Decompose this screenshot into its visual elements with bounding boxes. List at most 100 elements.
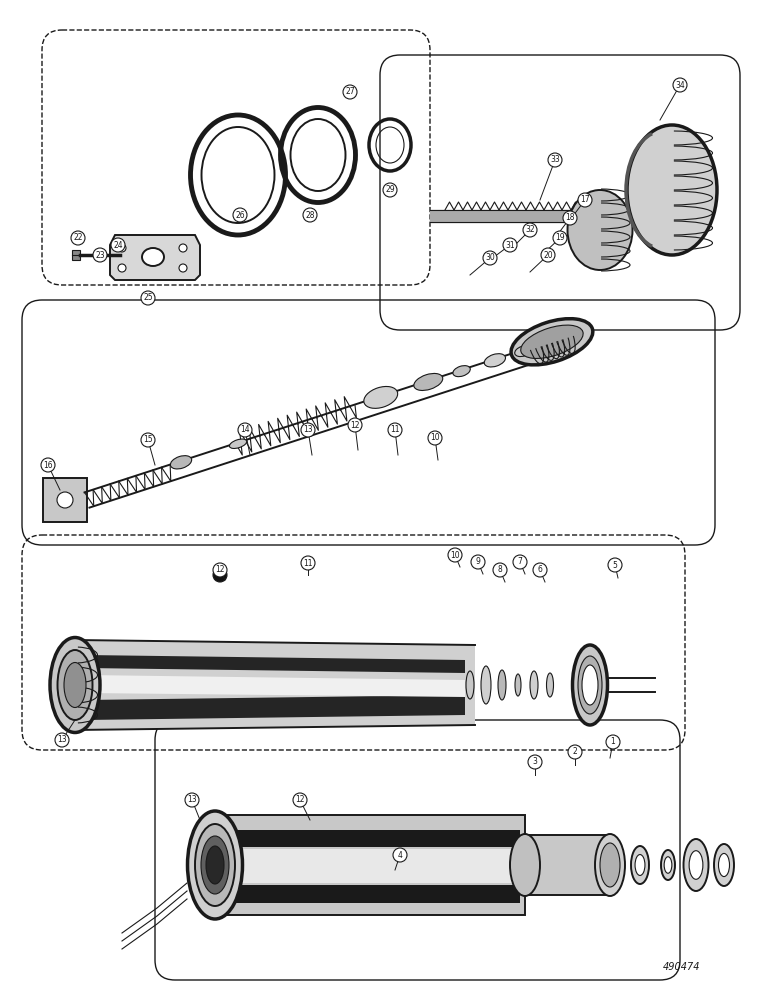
FancyBboxPatch shape — [43, 478, 87, 522]
Text: 25: 25 — [143, 294, 153, 302]
Circle shape — [513, 555, 527, 569]
Circle shape — [553, 231, 567, 245]
Polygon shape — [110, 235, 200, 280]
Polygon shape — [525, 835, 610, 895]
Text: 16: 16 — [43, 460, 52, 470]
Text: 13: 13 — [187, 796, 197, 804]
Ellipse shape — [453, 366, 470, 377]
Ellipse shape — [171, 456, 191, 469]
Text: 19: 19 — [555, 233, 565, 242]
Polygon shape — [72, 250, 80, 260]
Text: 490474: 490474 — [662, 962, 700, 972]
Circle shape — [293, 793, 307, 807]
Ellipse shape — [481, 666, 491, 704]
Circle shape — [383, 183, 397, 197]
Ellipse shape — [515, 674, 521, 696]
Text: 32: 32 — [525, 226, 535, 234]
Circle shape — [179, 244, 187, 252]
Text: 24: 24 — [113, 240, 123, 249]
Text: 28: 28 — [305, 211, 315, 220]
Text: 10: 10 — [450, 550, 460, 560]
Text: 12: 12 — [215, 566, 225, 574]
Circle shape — [578, 193, 592, 207]
Circle shape — [523, 223, 537, 237]
Ellipse shape — [521, 325, 583, 358]
Circle shape — [179, 264, 187, 272]
Circle shape — [185, 793, 199, 807]
Ellipse shape — [64, 662, 86, 708]
Ellipse shape — [689, 851, 703, 879]
Ellipse shape — [635, 855, 645, 875]
Text: 18: 18 — [565, 214, 574, 223]
Polygon shape — [75, 640, 475, 730]
Ellipse shape — [600, 843, 620, 887]
Ellipse shape — [229, 439, 247, 448]
Circle shape — [141, 291, 155, 305]
Circle shape — [548, 153, 562, 167]
Ellipse shape — [627, 125, 717, 255]
Ellipse shape — [201, 836, 229, 894]
Circle shape — [213, 568, 227, 582]
Ellipse shape — [664, 857, 672, 873]
Circle shape — [448, 548, 462, 562]
Text: 10: 10 — [430, 434, 440, 442]
Text: 14: 14 — [240, 426, 250, 434]
Text: 31: 31 — [505, 240, 515, 249]
Circle shape — [608, 558, 622, 572]
Ellipse shape — [57, 650, 93, 720]
Polygon shape — [215, 815, 525, 915]
Polygon shape — [85, 655, 465, 673]
Ellipse shape — [515, 346, 532, 357]
Ellipse shape — [719, 853, 730, 877]
Text: 3: 3 — [533, 758, 537, 766]
Circle shape — [111, 238, 125, 252]
Text: 29: 29 — [385, 186, 394, 194]
Circle shape — [71, 231, 85, 245]
Ellipse shape — [142, 248, 164, 266]
Circle shape — [471, 555, 485, 569]
Circle shape — [93, 248, 107, 262]
Text: 15: 15 — [143, 436, 153, 444]
Circle shape — [503, 238, 517, 252]
Ellipse shape — [484, 354, 506, 367]
Circle shape — [673, 78, 687, 92]
Circle shape — [483, 251, 497, 265]
Circle shape — [388, 423, 402, 437]
Text: 1: 1 — [611, 738, 615, 746]
Polygon shape — [220, 849, 520, 883]
Text: 20: 20 — [543, 250, 553, 259]
Ellipse shape — [573, 645, 608, 725]
Ellipse shape — [466, 671, 474, 699]
Ellipse shape — [414, 373, 443, 390]
Circle shape — [118, 264, 126, 272]
Circle shape — [428, 431, 442, 445]
Polygon shape — [85, 695, 465, 720]
Text: 17: 17 — [581, 196, 590, 205]
Ellipse shape — [195, 824, 235, 906]
Polygon shape — [85, 675, 465, 697]
Circle shape — [528, 755, 542, 769]
Text: 12: 12 — [295, 796, 305, 804]
Text: 6: 6 — [537, 566, 543, 574]
Ellipse shape — [582, 665, 598, 705]
Circle shape — [301, 556, 315, 570]
Circle shape — [493, 563, 507, 577]
Text: 26: 26 — [235, 211, 245, 220]
Ellipse shape — [530, 671, 538, 699]
Ellipse shape — [188, 811, 242, 919]
Text: 33: 33 — [550, 155, 560, 164]
Text: 23: 23 — [95, 250, 105, 259]
Ellipse shape — [547, 673, 554, 697]
Circle shape — [141, 433, 155, 447]
Circle shape — [533, 563, 547, 577]
Text: 11: 11 — [303, 558, 313, 568]
Text: 4: 4 — [398, 850, 402, 859]
Circle shape — [55, 733, 69, 747]
Circle shape — [303, 208, 317, 222]
Text: 11: 11 — [391, 426, 400, 434]
Ellipse shape — [510, 834, 540, 896]
Circle shape — [238, 423, 252, 437]
Ellipse shape — [578, 656, 602, 714]
Text: 27: 27 — [345, 88, 355, 97]
Text: 5: 5 — [612, 560, 618, 570]
